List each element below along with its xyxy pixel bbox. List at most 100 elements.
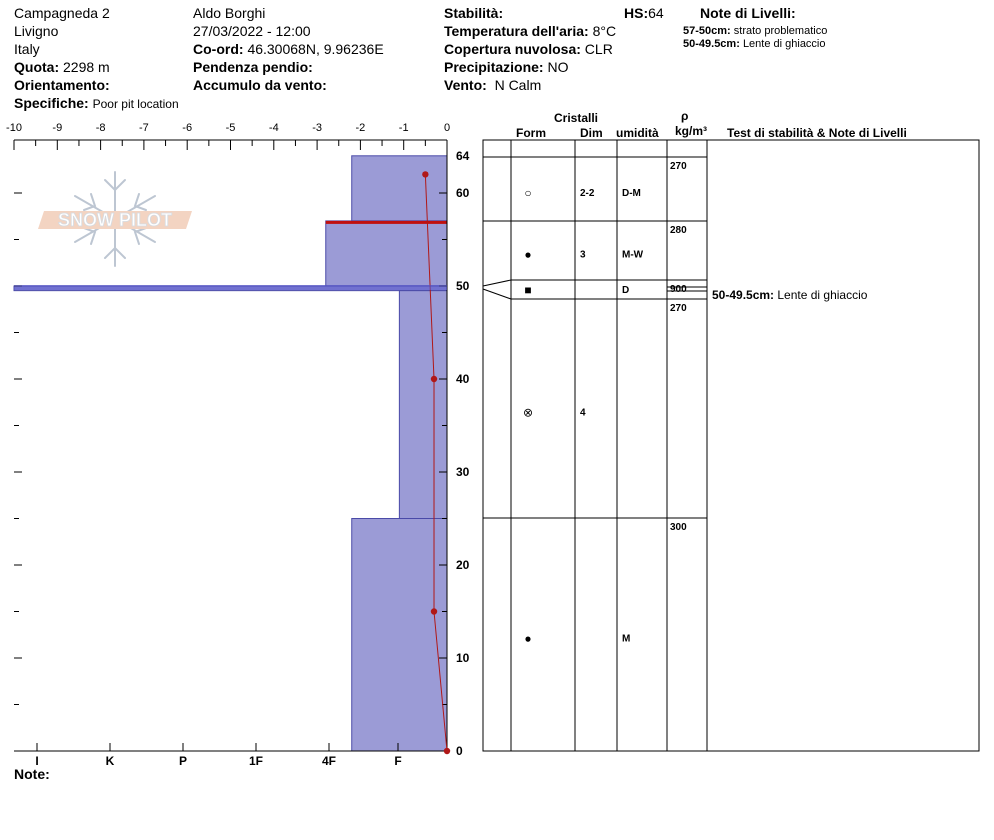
specifiche-label: Specifiche: bbox=[14, 95, 89, 111]
layer-grain-form: ■ bbox=[524, 283, 531, 297]
test-header: Test di stabilità & Note di Livelli bbox=[727, 126, 907, 140]
umidita-header: umidità bbox=[616, 126, 659, 140]
observer-name: Aldo Borghi bbox=[193, 5, 266, 21]
layer-wetness: D bbox=[622, 285, 629, 296]
temp-tick-label: -5 bbox=[226, 122, 236, 134]
vento-row: Vento: N Calm bbox=[444, 77, 541, 93]
layer-grain-size: 4 bbox=[580, 408, 586, 419]
rho-header: ρ bbox=[681, 109, 689, 123]
copertura-label: Copertura nuvolosa: bbox=[444, 41, 581, 57]
temp-value: 8°C bbox=[592, 23, 617, 39]
temp-tick-label: -2 bbox=[356, 122, 366, 134]
logo-text: SNOW PILOT bbox=[58, 210, 172, 230]
rho-unit-header: kg/m³ bbox=[675, 124, 708, 138]
layer-note-range: 50-49.5cm: bbox=[712, 288, 777, 302]
copertura-value: CLR bbox=[584, 41, 613, 57]
temperature-point bbox=[430, 608, 438, 615]
site-name: Campagneda 2 bbox=[14, 5, 110, 21]
layer-note: 50-49.5cm: Lente di ghiaccio bbox=[712, 288, 868, 302]
vento-value: N Calm bbox=[494, 77, 542, 93]
area-name: Livigno bbox=[14, 23, 59, 39]
note-livelli-title: Note di Livelli: bbox=[700, 5, 796, 21]
note-label: Note: bbox=[14, 766, 50, 782]
hardness-tick-label: I bbox=[35, 754, 38, 768]
temperature-line bbox=[424, 174, 448, 752]
layer-connector bbox=[482, 288, 512, 300]
layer-table-frame bbox=[482, 139, 980, 752]
quota-row: Quota: 2298 m bbox=[14, 59, 110, 75]
hardness-tick-label: 1F bbox=[249, 754, 263, 768]
hardness-tick-label: K bbox=[106, 754, 115, 768]
layer-wetness: M bbox=[622, 634, 630, 645]
note-livelli-range: 50-49.5cm: bbox=[683, 38, 740, 50]
stabilita-label: Stabilità: bbox=[444, 5, 504, 21]
depth-tick-label: 30 bbox=[456, 465, 470, 479]
observation-datetime: 27/03/2022 - 12:00 bbox=[193, 23, 311, 39]
layer-density: 300 bbox=[670, 522, 687, 533]
snowpilot-logo: SNOW PILOT bbox=[38, 171, 192, 267]
hs-value: 64 bbox=[648, 5, 664, 21]
layer-density: 280 bbox=[670, 225, 687, 236]
accumulo-label: Accumulo da vento: bbox=[193, 77, 327, 93]
coord-row: Co-ord: 46.30068N, 9.96236E bbox=[193, 41, 384, 57]
note-livelli-range: 57-50cm: bbox=[683, 25, 731, 37]
specifiche-value: Poor pit location bbox=[92, 97, 179, 111]
depth-tick-label: 60 bbox=[456, 186, 470, 200]
temp-tick-label: -4 bbox=[269, 122, 279, 134]
temp-label: Temperatura dell'aria: bbox=[444, 23, 589, 39]
precip-value: NO bbox=[547, 59, 569, 75]
layer-wetness: D-M bbox=[622, 188, 641, 199]
precip-label: Precipitazione: bbox=[444, 59, 544, 75]
note-livelli-item: 50-49.5cm: Lente di ghiaccio bbox=[683, 37, 826, 51]
temp-tick-label: 0 bbox=[444, 122, 450, 134]
precip-row: Precipitazione: NO bbox=[444, 59, 568, 75]
note-livelli-text: strato problematico bbox=[733, 25, 828, 37]
note-livelli-item: 57-50cm: strato problematico bbox=[683, 24, 827, 38]
hardness-bar bbox=[351, 155, 448, 222]
specifiche-row: Specifiche: Poor pit location bbox=[14, 95, 179, 112]
hardness-bar bbox=[351, 518, 448, 752]
ice-layer-band bbox=[14, 285, 447, 290]
layer-grain-form: ⊗ bbox=[523, 406, 533, 420]
temp-tick-label: -6 bbox=[182, 122, 192, 134]
depth-tick-label: 40 bbox=[456, 372, 470, 386]
copertura-row: Copertura nuvolosa: CLR bbox=[444, 41, 613, 57]
temp-row: Temperatura dell'aria: 8°C bbox=[444, 23, 616, 39]
hardness-tick-label: 4F bbox=[322, 754, 336, 768]
quota-value: 2298 m bbox=[63, 59, 110, 75]
cristalli-header: Cristalli bbox=[554, 111, 599, 125]
depth-tick-label: 50 bbox=[456, 279, 470, 293]
layer-note-text: Lente di ghiaccio bbox=[777, 288, 867, 302]
coord-label: Co-ord: bbox=[193, 41, 244, 57]
layer-density: 270 bbox=[670, 303, 687, 314]
layer-connector bbox=[482, 279, 512, 287]
quota-label: Quota: bbox=[14, 59, 60, 75]
note-livelli-text: Lente di ghiaccio bbox=[742, 38, 826, 50]
orientamento-label: Orientamento: bbox=[14, 77, 110, 93]
problem-layer-marker bbox=[325, 220, 447, 224]
vento-label: Vento: bbox=[444, 77, 487, 93]
temp-tick-label: -3 bbox=[312, 122, 322, 134]
temperature-point bbox=[422, 171, 429, 178]
dim-header: Dim bbox=[580, 126, 603, 140]
temp-tick-label: -1 bbox=[399, 122, 409, 134]
depth-tick-label: 20 bbox=[456, 558, 470, 572]
country-name: Italy bbox=[14, 41, 40, 57]
layer-grain-size: 2-2 bbox=[580, 188, 595, 199]
layer-grain-form: ● bbox=[524, 632, 531, 646]
pendenza-label: Pendenza pendio: bbox=[193, 59, 313, 75]
layer-density: 270 bbox=[670, 161, 687, 172]
hs-label: HS: bbox=[624, 5, 649, 21]
layer-grain-form: ○ bbox=[524, 186, 531, 200]
hardness-bar bbox=[398, 290, 448, 519]
hardness-bar bbox=[325, 220, 448, 287]
coord-value: 46.30068N, 9.96236E bbox=[247, 41, 384, 57]
temp-tick-label: -9 bbox=[52, 122, 62, 134]
layer-density: 900 bbox=[670, 284, 687, 295]
depth-tick-label: 64 bbox=[456, 149, 470, 163]
temp-tick-label: -7 bbox=[139, 122, 149, 134]
hs-row: HS:64 bbox=[624, 5, 664, 21]
hardness-tick-label: P bbox=[179, 754, 187, 768]
layer-grain-size: 3 bbox=[580, 250, 586, 261]
